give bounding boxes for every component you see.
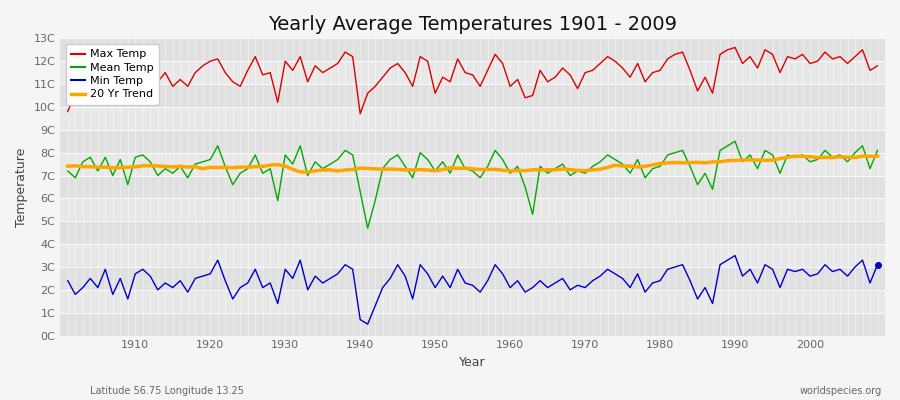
- Title: Yearly Average Temperatures 1901 - 2009: Yearly Average Temperatures 1901 - 2009: [268, 15, 677, 34]
- Bar: [60, 244, 885, 267]
- Text: Latitude 56.75 Longitude 13.25: Latitude 56.75 Longitude 13.25: [90, 386, 244, 396]
- Bar: [60, 107, 885, 130]
- Bar: [60, 130, 885, 153]
- Bar: [60, 38, 885, 61]
- Bar: [60, 84, 885, 107]
- Bar: [60, 221, 885, 244]
- Bar: [60, 176, 885, 198]
- Legend: Max Temp, Mean Temp, Min Temp, 20 Yr Trend: Max Temp, Mean Temp, Min Temp, 20 Yr Tre…: [66, 44, 159, 105]
- Bar: [60, 153, 885, 176]
- Text: worldspecies.org: worldspecies.org: [800, 386, 882, 396]
- X-axis label: Year: Year: [459, 356, 486, 369]
- Bar: [60, 267, 885, 290]
- Bar: [60, 61, 885, 84]
- Bar: [60, 313, 885, 336]
- Bar: [60, 290, 885, 313]
- Bar: [60, 198, 885, 221]
- Y-axis label: Temperature: Temperature: [15, 147, 28, 227]
